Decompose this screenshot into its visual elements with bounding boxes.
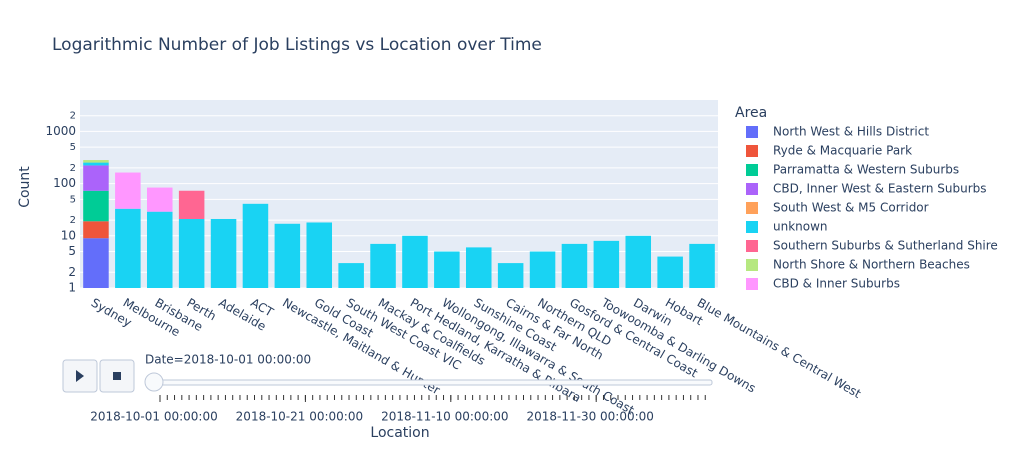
bar-segment <box>370 243 396 288</box>
legend-label: CBD & Inner Suburbs <box>773 277 900 291</box>
y-tick-label: 2 <box>70 163 76 174</box>
y-tick-label: 1 <box>68 281 76 295</box>
slider-tick-label: 2018-10-21 00:00:00 <box>236 410 363 424</box>
bar-segment <box>146 211 173 288</box>
legend-label: Ryde & Macquarie Park <box>773 144 912 158</box>
slider-current-label: Date=2018-10-01 00:00:00 <box>145 353 311 367</box>
bar-segment <box>338 263 364 288</box>
bar-segment <box>178 218 205 288</box>
bar-segment <box>242 203 269 288</box>
legend-label: North West & Hills District <box>773 125 929 139</box>
y-tick-label: 100 <box>53 176 76 190</box>
legend-label: South West & M5 Corridor <box>773 201 929 215</box>
bar-segment <box>115 172 141 209</box>
bar-segment <box>146 187 173 212</box>
legend-swatch <box>746 278 758 290</box>
bar-segment <box>593 240 620 288</box>
bar-segment <box>178 190 205 219</box>
bar-segment <box>306 222 333 288</box>
bar-segment <box>115 208 141 288</box>
y-tick-label: 1000 <box>45 124 76 138</box>
legend-label: CBD, Inner West & Eastern Suburbs <box>773 182 987 196</box>
slider-tick-label: 2018-11-10 00:00:00 <box>381 410 508 424</box>
bar-segment <box>83 162 109 166</box>
bar-segment <box>402 235 428 288</box>
slider-tick-label: 2018-11-30 00:00:00 <box>526 410 653 424</box>
bar-segment <box>274 223 301 288</box>
legend-label: Southern Suburbs & Sutherland Shire <box>773 239 998 253</box>
slider-tick-label: 2018-10-01 00:00:00 <box>90 410 217 424</box>
y-tick-label: 5 <box>70 142 76 153</box>
stop-icon <box>113 372 121 380</box>
legend-swatch <box>746 183 758 195</box>
y-tick-label: 5 <box>68 244 76 258</box>
bar-segment <box>83 190 109 222</box>
legend-title: Area <box>735 105 767 121</box>
legend-swatch <box>746 221 758 233</box>
bar-segment <box>689 243 715 288</box>
legend-swatch <box>746 145 758 157</box>
legend-label: North Shore & Northern Beaches <box>773 258 970 272</box>
legend: North West & Hills District Ryde & Macqua… <box>746 125 998 291</box>
chart-title: Logarithmic Number of Job Listings vs Lo… <box>52 35 542 55</box>
bar-segment <box>529 251 556 288</box>
bar-segment <box>625 235 652 288</box>
y-tick-label: 2 <box>68 265 76 279</box>
y-tick-label: 10 <box>61 228 76 242</box>
slider-track[interactable] <box>152 379 713 386</box>
x-axis-title: Location <box>370 425 429 441</box>
y-tick-label: 5 <box>70 194 76 205</box>
y-axis-title: Count <box>17 166 33 208</box>
bar-segment <box>561 243 588 288</box>
legend-label: unknown <box>773 220 828 234</box>
bars <box>83 160 715 288</box>
slider-handle[interactable] <box>144 372 164 392</box>
legend-swatch <box>746 202 758 214</box>
legend-swatch <box>746 240 758 252</box>
slider-ticks: 2018-10-01 00:00:00 2018-10-21 00:00:00 20… <box>90 395 706 424</box>
bar-segment <box>497 263 524 288</box>
y-tick-label: 2 <box>70 215 76 226</box>
legend-label: Parramatta & Western Suburbs <box>773 163 959 177</box>
legend-swatch <box>746 259 758 271</box>
bar-segment <box>434 251 460 288</box>
bar-segment <box>83 238 109 288</box>
plot-background <box>80 100 718 288</box>
bar-segment <box>83 160 109 163</box>
bar-segment <box>465 247 492 288</box>
bar-segment <box>657 256 683 288</box>
y-tick-label: 2 <box>70 111 76 122</box>
x-tick-label: Blue Mountains & Central West <box>695 296 864 402</box>
bar-segment <box>83 221 109 239</box>
legend-swatch <box>746 164 758 176</box>
play-icon <box>76 370 84 382</box>
bar-segment <box>83 165 109 191</box>
bar-segment <box>210 218 237 288</box>
legend-swatch <box>746 126 758 138</box>
